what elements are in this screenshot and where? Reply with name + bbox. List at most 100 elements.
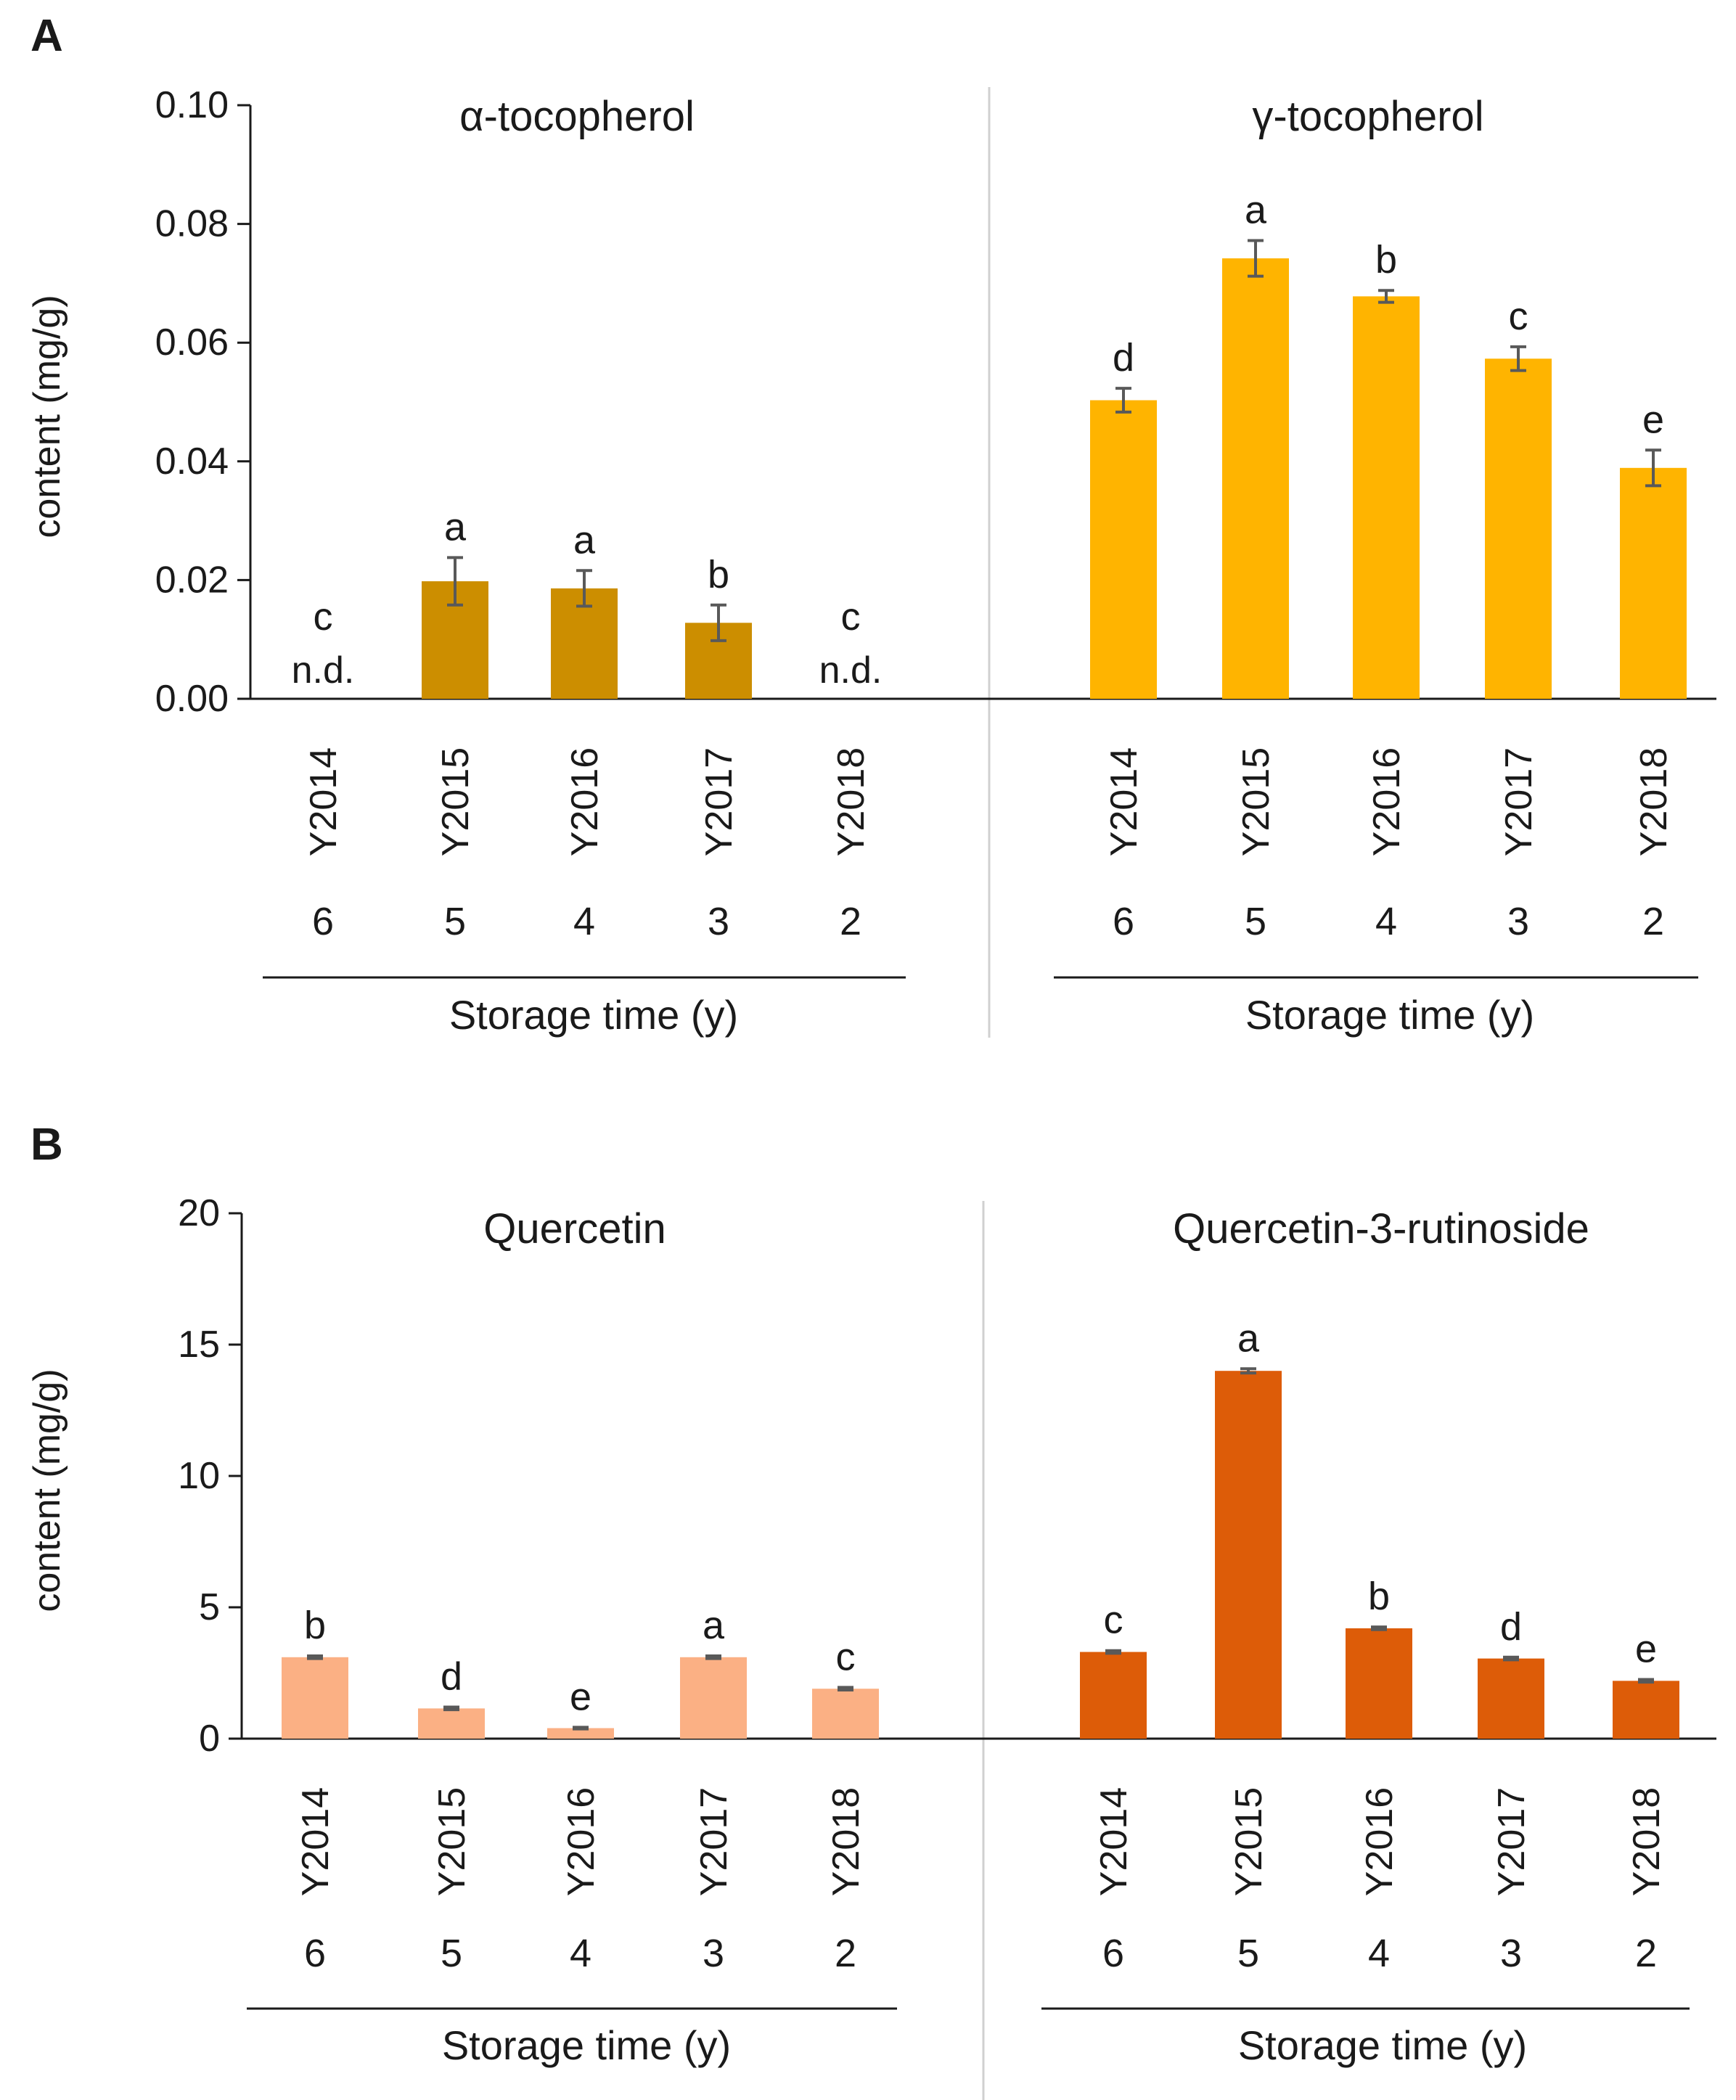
panel-letter-A: A — [30, 11, 63, 61]
bar-Y2017 — [1478, 1658, 1544, 1739]
storage-year-label: 5 — [1237, 1932, 1259, 1975]
bar-Y2016 — [1346, 1628, 1412, 1739]
chart-title: α-tocopherol — [459, 93, 695, 140]
significance-letter: b — [304, 1604, 326, 1647]
significance-letter: e — [570, 1675, 591, 1718]
storage-year-label: 3 — [1500, 1932, 1522, 1975]
significance-letter: a — [444, 505, 467, 549]
bar-Y2016 — [547, 1728, 614, 1739]
storage-year-label: 3 — [703, 1932, 724, 1975]
storage-year-label: 3 — [1507, 900, 1529, 943]
y-tick-label: 0.08 — [155, 203, 229, 245]
bar-Y2018 — [1620, 467, 1687, 699]
significance-letter: c — [1104, 1599, 1123, 1642]
y-tick-label: 10 — [178, 1455, 220, 1497]
x-category-label: Y2015 — [1228, 1787, 1270, 1896]
significance-letter: c — [836, 1635, 856, 1678]
y-axis-label: content (mg/g) — [26, 1369, 68, 1612]
x-category-label: Y2014 — [295, 1787, 337, 1896]
x-category-label: Y2018 — [1633, 747, 1675, 856]
significance-letter: a — [573, 518, 596, 562]
y-tick-label: 0.00 — [155, 678, 229, 720]
x-category-label: Y2017 — [1498, 747, 1540, 856]
bar-Y2017 — [680, 1657, 747, 1739]
storage-axis-label: Storage time (y) — [442, 2022, 731, 2068]
x-category-label: Y2016 — [564, 747, 606, 856]
y-tick-label: 0.10 — [155, 84, 229, 126]
significance-letter: d — [1113, 336, 1134, 380]
storage-year-label: 5 — [444, 900, 466, 943]
x-category-label: Y2016 — [1359, 1787, 1401, 1896]
significance-letter: a — [703, 1604, 725, 1647]
storage-axis-label: Storage time (y) — [449, 992, 738, 1038]
storage-axis-label: Storage time (y) — [1238, 2022, 1527, 2068]
x-category-label: Y2016 — [560, 1787, 602, 1896]
significance-letter: b — [708, 553, 729, 596]
x-category-label: Y2014 — [1103, 747, 1145, 856]
bar-Y2015 — [418, 1708, 485, 1739]
storage-year-label: 4 — [1375, 900, 1397, 943]
bar-Y2017 — [1485, 358, 1552, 699]
x-category-label: Y2014 — [1093, 1787, 1135, 1896]
x-category-label: Y2017 — [698, 747, 740, 856]
storage-year-label: 6 — [1102, 1932, 1124, 1975]
x-category-label: Y2016 — [1366, 747, 1408, 856]
chart-title: γ-tocopherol — [1252, 93, 1483, 140]
storage-year-label: 4 — [573, 900, 595, 943]
storage-year-label: 3 — [708, 900, 729, 943]
panel-letter-B: B — [30, 1120, 63, 1170]
x-category-label: Y2014 — [303, 747, 345, 856]
x-category-label: Y2018 — [825, 1787, 867, 1896]
significance-letter: c — [841, 595, 861, 639]
bar-Y2015 — [1215, 1371, 1282, 1739]
significance-letter: a — [1245, 189, 1267, 232]
significance-letter: b — [1368, 1575, 1390, 1618]
bar-Y2018 — [812, 1689, 879, 1739]
chart-title: Quercetin — [483, 1205, 666, 1252]
y-tick-label: 20 — [178, 1192, 220, 1234]
bar-Y2014 — [1080, 1652, 1147, 1739]
storage-year-label: 6 — [312, 900, 334, 943]
y-tick-label: 15 — [178, 1324, 220, 1366]
bar-Y2015 — [1222, 258, 1289, 699]
not-detected-label: n.d. — [292, 649, 355, 692]
x-category-label: Y2018 — [830, 747, 872, 856]
y-tick-label: 0.06 — [155, 321, 229, 364]
significance-letter: e — [1642, 398, 1664, 441]
y-axis-label: content (mg/g) — [26, 295, 68, 538]
bar-Y2018 — [1613, 1681, 1679, 1739]
significance-letter: b — [1375, 238, 1397, 282]
significance-letter: e — [1635, 1628, 1657, 1671]
bar-Y2014 — [282, 1657, 348, 1739]
storage-year-label: 2 — [1635, 1932, 1657, 1975]
significance-letter: a — [1237, 1316, 1260, 1360]
x-category-label: Y2015 — [435, 747, 477, 856]
storage-year-label: 6 — [1113, 900, 1134, 943]
bar-Y2016 — [1353, 296, 1420, 699]
bar-Y2014 — [1090, 400, 1157, 699]
storage-year-label: 2 — [835, 1932, 856, 1975]
significance-letter: c — [1509, 295, 1528, 338]
y-tick-label: 0.02 — [155, 559, 229, 601]
storage-year-label: 5 — [441, 1932, 462, 1975]
storage-year-label: 2 — [1642, 900, 1664, 943]
x-category-label: Y2018 — [1626, 1787, 1668, 1896]
x-category-label: Y2017 — [1491, 1787, 1533, 1896]
chart-title: Quercetin-3-rutinoside — [1173, 1205, 1589, 1252]
storage-year-label: 2 — [840, 900, 861, 943]
storage-year-label: 4 — [1368, 1932, 1390, 1975]
storage-axis-label: Storage time (y) — [1245, 992, 1534, 1038]
significance-letter: d — [1500, 1605, 1522, 1649]
significance-letter: c — [314, 595, 333, 639]
storage-year-label: 5 — [1245, 900, 1266, 943]
not-detected-label: n.d. — [819, 649, 883, 692]
storage-year-label: 6 — [304, 1932, 326, 1975]
x-category-label: Y2015 — [431, 1787, 473, 1896]
y-tick-label: 0.04 — [155, 440, 229, 483]
x-category-label: Y2015 — [1235, 747, 1277, 856]
y-tick-label: 0 — [199, 1718, 220, 1760]
x-category-label: Y2017 — [693, 1787, 735, 1896]
significance-letter: d — [441, 1655, 462, 1699]
storage-year-label: 4 — [570, 1932, 591, 1975]
